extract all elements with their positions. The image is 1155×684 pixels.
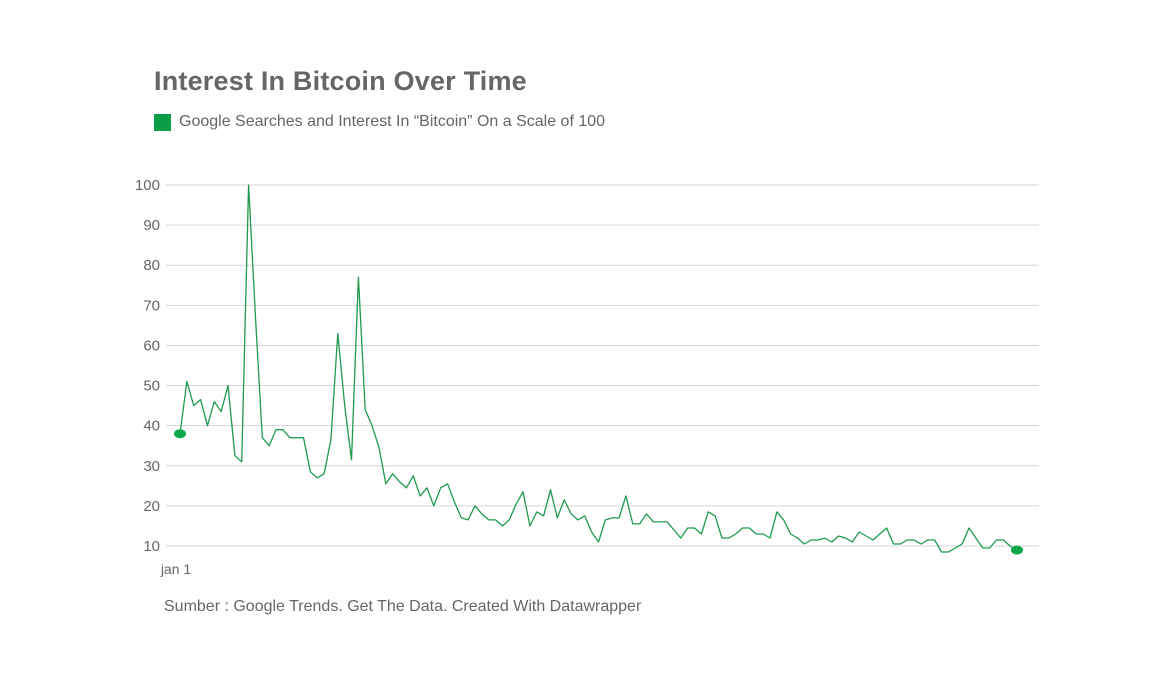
y-tick-label: 70	[143, 297, 160, 314]
y-tick-label: 40	[143, 418, 160, 435]
start-point-marker	[174, 429, 186, 439]
y-tick-label: 100	[135, 177, 160, 194]
y-tick-label: 90	[143, 217, 160, 234]
y-tick-label: 10	[143, 538, 160, 555]
legend: Google Searches and Interest In “Bitcoin…	[154, 113, 605, 131]
chart-title: Interest In Bitcoin Over Time	[154, 66, 527, 96]
end-point-marker	[1011, 545, 1023, 555]
legend-swatch	[154, 113, 171, 131]
y-tick-label: 30	[143, 458, 160, 475]
x-tick-label: jan 1	[160, 561, 192, 577]
y-tick-label: 20	[143, 498, 160, 515]
y-tick-label: 50	[143, 378, 160, 395]
source-note: Sumber : Google Trends. Get The Data. Cr…	[164, 598, 642, 615]
series-line	[179, 184, 1018, 553]
legend-label: Google Searches and Interest In “Bitcoin…	[179, 113, 606, 130]
y-tick-label: 80	[143, 257, 160, 274]
y-tick-label: 60	[143, 337, 160, 354]
